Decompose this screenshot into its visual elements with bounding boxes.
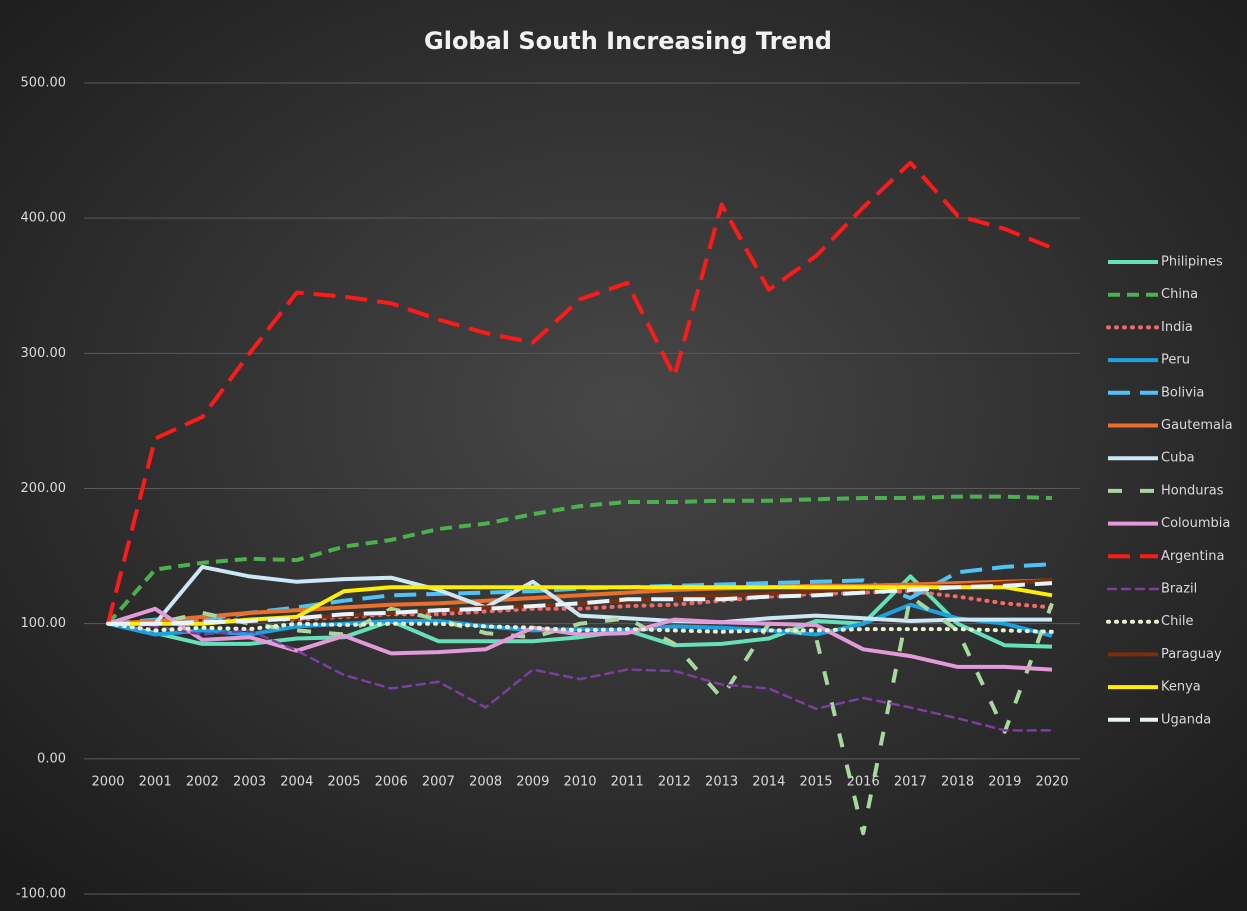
y-tick-label: 200.00 xyxy=(21,481,67,496)
series-line xyxy=(108,594,1054,836)
x-tick-label: 2005 xyxy=(327,775,360,790)
y-tick-label: 300.00 xyxy=(21,346,67,361)
series-line xyxy=(106,494,1053,626)
series-line xyxy=(106,589,1054,626)
legend-label: Brazil xyxy=(1161,582,1197,597)
x-tick-label: 2009 xyxy=(516,775,549,790)
series-line xyxy=(108,564,1052,626)
legend-label: Gautemala xyxy=(1161,418,1233,433)
legend-label: Peru xyxy=(1161,353,1190,368)
x-tick-label: 2010 xyxy=(563,775,596,790)
y-tick-label: 500.00 xyxy=(21,76,67,91)
y-tick-label: 0.00 xyxy=(37,751,66,766)
x-tick-label: 2014 xyxy=(752,775,785,790)
series-line xyxy=(108,581,1053,626)
legend-label: Coloumbia xyxy=(1161,516,1230,531)
series-line xyxy=(108,585,1053,626)
x-tick-label: 2015 xyxy=(799,775,832,790)
x-tick-label: 2006 xyxy=(375,775,408,790)
x-tick-label: 2000 xyxy=(91,775,124,790)
x-tick-label: 2008 xyxy=(469,775,502,790)
legend-label: Bolivia xyxy=(1161,385,1204,400)
legend-label: Cuba xyxy=(1161,451,1195,466)
y-tick-label: 100.00 xyxy=(21,616,67,631)
series-line xyxy=(107,578,1053,626)
x-tick-label: 2020 xyxy=(1035,775,1068,790)
y-tick-label: 400.00 xyxy=(21,211,67,226)
y-tick-label: -100.00 xyxy=(16,887,66,902)
legend-label: Paraguay xyxy=(1161,647,1222,662)
x-tick-label: 2019 xyxy=(988,775,1021,790)
legend-label: China xyxy=(1161,287,1198,302)
x-tick-label: 2016 xyxy=(847,775,880,790)
series-line xyxy=(106,160,1053,625)
legend-label: India xyxy=(1161,320,1193,335)
x-tick-label: 2013 xyxy=(705,775,738,790)
series-line xyxy=(106,622,1054,732)
legend-label: Chile xyxy=(1161,614,1194,629)
x-tick-label: 2004 xyxy=(280,775,313,790)
x-tick-label: 2018 xyxy=(941,775,974,790)
legend-label: Kenya xyxy=(1161,680,1201,695)
series-line xyxy=(106,621,1054,634)
x-tick-label: 2001 xyxy=(139,775,172,790)
series-line xyxy=(107,606,1053,672)
x-tick-label: 2012 xyxy=(658,775,691,790)
chart-title: Global South Increasing Trend xyxy=(424,27,832,55)
legend-label: Uganda xyxy=(1161,712,1211,727)
x-tick-label: 2011 xyxy=(611,775,644,790)
x-tick-label: 2007 xyxy=(422,775,455,790)
legend-label: Philipines xyxy=(1161,255,1223,270)
x-tick-label: 2003 xyxy=(233,775,266,790)
legend-label: Honduras xyxy=(1161,483,1224,498)
legend-label: Argentina xyxy=(1161,549,1224,564)
x-tick-label: 2017 xyxy=(894,775,927,790)
x-tick-label: 2002 xyxy=(186,775,219,790)
